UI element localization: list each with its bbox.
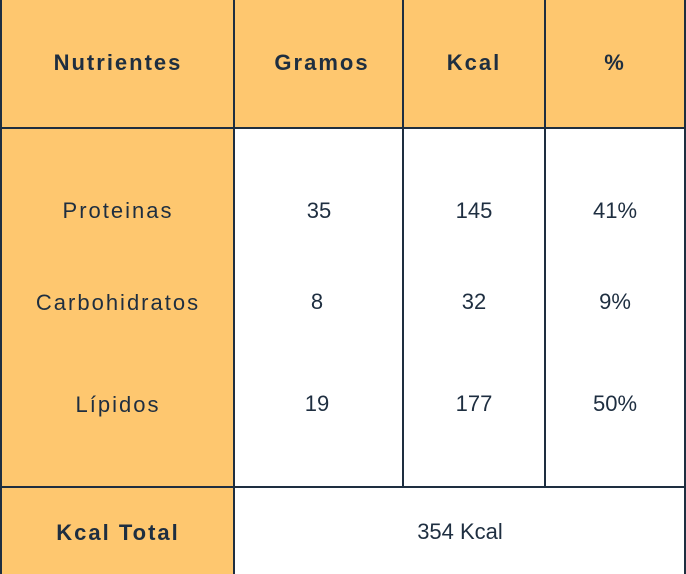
cell: 35 (306, 198, 332, 223)
cell: 50% (592, 391, 638, 416)
border (402, 0, 404, 488)
row-label: Carbohidratos (35, 290, 201, 315)
cell: 19 (304, 391, 330, 416)
cell: 32 (461, 289, 487, 314)
border (544, 0, 546, 488)
header-cell: Kcal (446, 50, 502, 75)
row-label: Lípidos (75, 392, 161, 417)
cell: 177 (455, 391, 493, 416)
cell: 41% (592, 198, 638, 223)
border (233, 0, 235, 574)
cell: 8 (310, 289, 324, 314)
border (0, 486, 686, 488)
header-cell: Nutrientes (53, 50, 183, 75)
first-column-background (0, 128, 234, 574)
row-label: Proteinas (62, 198, 174, 223)
footer-label: Kcal Total (56, 520, 180, 545)
header-cell: Gramos (274, 50, 370, 75)
header-cell: % (604, 50, 626, 75)
cell: 9% (599, 289, 631, 314)
header-background (0, 0, 686, 128)
border (0, 127, 686, 129)
footer-value: 354 Kcal (417, 519, 503, 544)
border (684, 0, 686, 574)
border (0, 0, 2, 574)
cell: 145 (455, 198, 493, 223)
